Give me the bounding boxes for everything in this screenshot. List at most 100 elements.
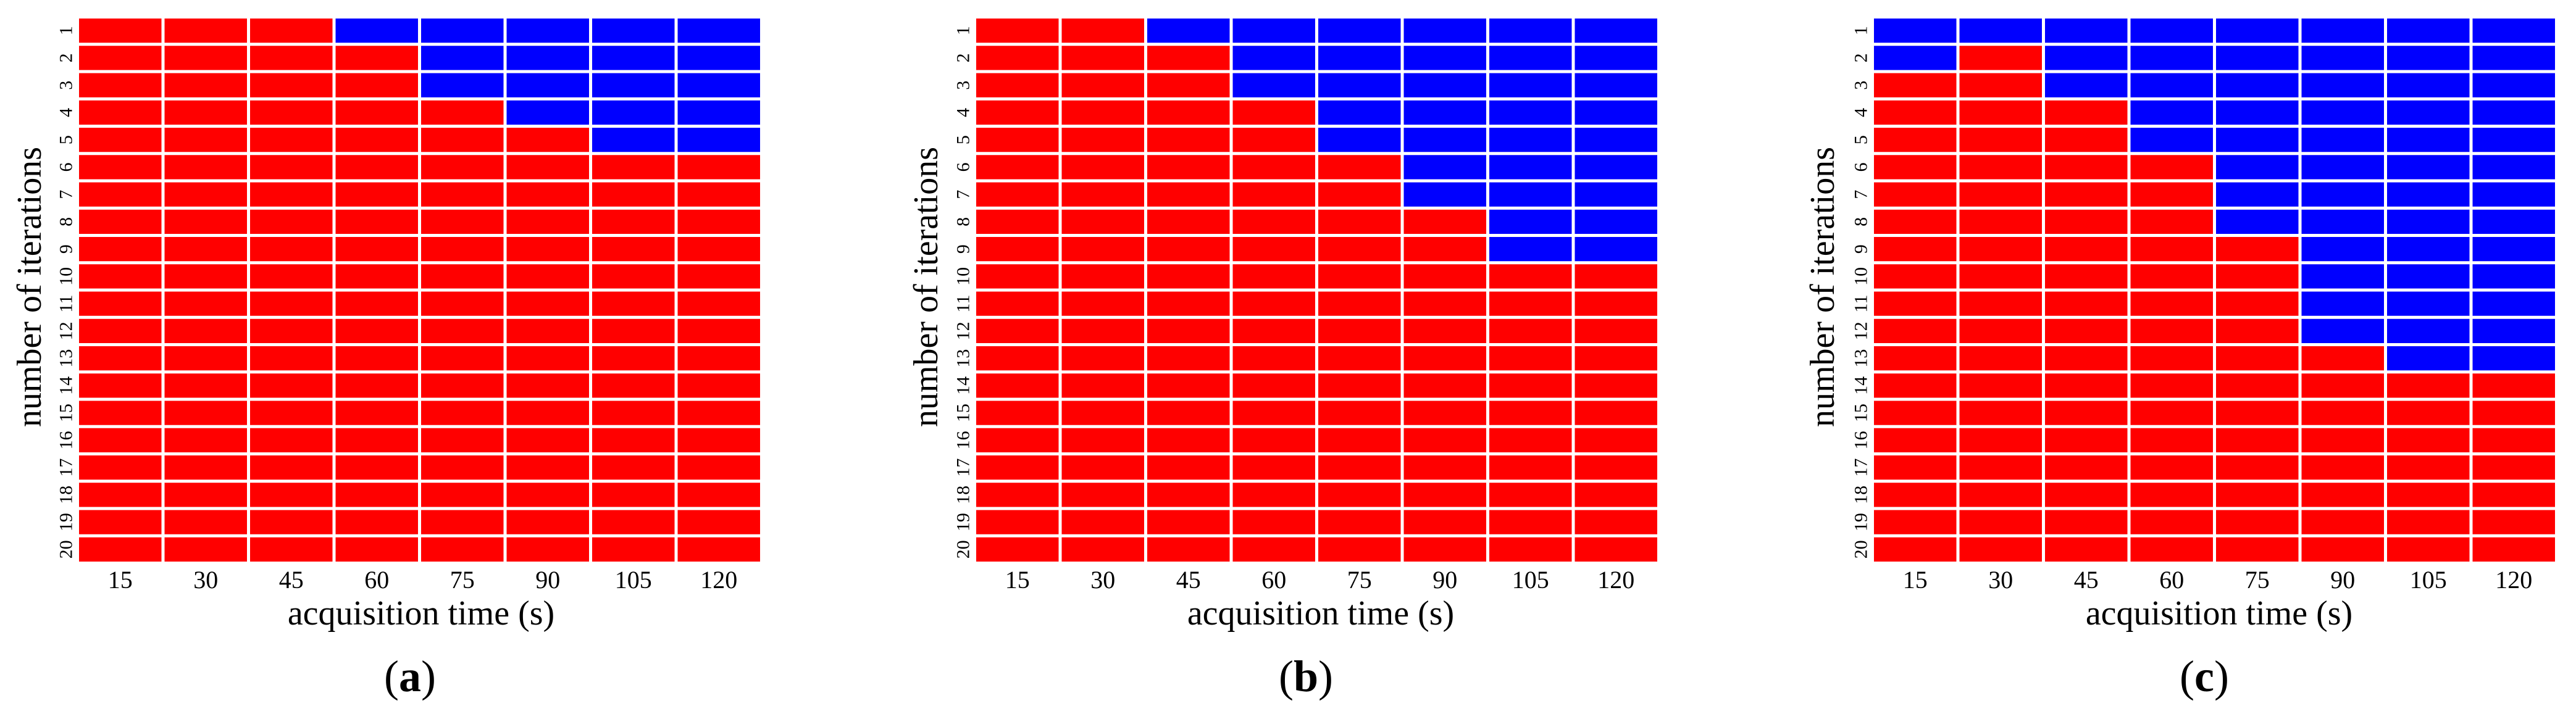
cell-b-t120-i3 — [1574, 73, 1657, 98]
cell-c-t90-i7 — [2301, 182, 2384, 207]
y-tick-a-4: 4 — [56, 108, 77, 117]
cell-b-t60-i10 — [1232, 264, 1315, 289]
cell-b-t75-i2 — [1318, 46, 1401, 70]
cell-b-t90-i8 — [1403, 209, 1486, 234]
cell-c-t75-i2 — [2216, 46, 2299, 70]
cell-a-t120-i11 — [677, 291, 760, 316]
x-axis-label-c: acquisition time (s) — [2086, 594, 2352, 633]
cell-c-t105-i20 — [2387, 537, 2470, 562]
cell-a-t30-i14 — [164, 373, 247, 398]
cell-b-t15-i13 — [976, 346, 1059, 371]
cell-a-t90-i17 — [506, 455, 589, 480]
cell-a-t60-i7 — [335, 182, 418, 207]
cell-a-t30-i2 — [164, 46, 247, 70]
cell-b-t120-i6 — [1574, 155, 1657, 180]
cell-a-t45-i13 — [250, 346, 333, 371]
y-tick-a-5: 5 — [56, 135, 77, 144]
cell-b-t15-i11 — [976, 291, 1059, 316]
cell-a-t90-i20 — [506, 537, 589, 562]
panel-label-c: (c) — [2180, 652, 2229, 701]
cell-a-t90-i1 — [506, 19, 589, 43]
cell-a-t45-i7 — [250, 182, 333, 207]
cell-b-t30-i1 — [1061, 19, 1144, 43]
cell-a-t105-i6 — [592, 155, 675, 180]
cell-a-t30-i6 — [164, 155, 247, 180]
cell-a-t15-i9 — [79, 237, 162, 262]
cell-c-t45-i18 — [2045, 483, 2128, 507]
cell-c-t120-i5 — [2472, 128, 2555, 152]
y-tick-c-1: 1 — [1851, 26, 1871, 35]
cell-c-t30-i8 — [1959, 209, 2042, 234]
cell-c-t90-i8 — [2301, 209, 2384, 234]
cell-c-t30-i1 — [1959, 19, 2042, 43]
cell-c-t60-i14 — [2130, 373, 2213, 398]
cell-b-t15-i17 — [976, 455, 1059, 480]
cell-c-t15-i16 — [1874, 428, 1957, 452]
cell-b-t75-i11 — [1318, 291, 1401, 316]
cell-a-t120-i8 — [677, 209, 760, 234]
cell-b-t45-i14 — [1147, 373, 1230, 398]
cell-b-t45-i4 — [1147, 100, 1230, 125]
cell-b-t90-i7 — [1403, 182, 1486, 207]
cell-a-t30-i16 — [164, 428, 247, 452]
cell-c-t15-i2 — [1874, 46, 1957, 70]
cell-b-t45-i3 — [1147, 73, 1230, 98]
y-tick-a-9: 9 — [56, 244, 77, 254]
cell-b-t75-i5 — [1318, 128, 1401, 152]
cell-a-t60-i18 — [335, 483, 418, 507]
cell-c-t15-i4 — [1874, 100, 1957, 125]
cell-a-t30-i11 — [164, 291, 247, 316]
cell-b-t45-i9 — [1147, 237, 1230, 262]
y-tick-a-19: 19 — [56, 513, 77, 531]
cell-a-t30-i12 — [164, 318, 247, 343]
cell-a-t105-i2 — [592, 46, 675, 70]
cell-a-t15-i3 — [79, 73, 162, 98]
cell-a-t120-i13 — [677, 346, 760, 371]
cell-a-t45-i15 — [250, 401, 333, 425]
y-tick-b-10: 10 — [953, 267, 974, 286]
cell-a-t15-i8 — [79, 209, 162, 234]
cell-a-t15-i13 — [79, 346, 162, 371]
cell-b-t15-i1 — [976, 19, 1059, 43]
cell-b-t105-i1 — [1489, 19, 1572, 43]
cell-a-t45-i3 — [250, 73, 333, 98]
cell-b-t30-i17 — [1061, 455, 1144, 480]
cell-b-t90-i15 — [1403, 401, 1486, 425]
y-tick-c-3: 3 — [1851, 81, 1871, 90]
cell-c-t30-i5 — [1959, 128, 2042, 152]
y-tick-b-16: 16 — [953, 431, 974, 449]
y-tick-a-7: 7 — [56, 190, 77, 199]
cell-b-t105-i5 — [1489, 128, 1572, 152]
cell-b-t105-i19 — [1489, 510, 1572, 534]
y-tick-c-10: 10 — [1851, 267, 1871, 286]
x-tick-b-45: 45 — [1176, 566, 1201, 594]
cell-b-t75-i3 — [1318, 73, 1401, 98]
cell-b-t60-i7 — [1232, 182, 1315, 207]
cell-a-t90-i6 — [506, 155, 589, 180]
cell-a-t45-i20 — [250, 537, 333, 562]
cell-c-t120-i9 — [2472, 237, 2555, 262]
y-tick-a-1: 1 — [56, 26, 77, 35]
cell-a-t120-i1 — [677, 19, 760, 43]
cell-b-t105-i4 — [1489, 100, 1572, 125]
cell-a-t45-i18 — [250, 483, 333, 507]
cell-b-t120-i12 — [1574, 318, 1657, 343]
cell-c-t120-i16 — [2472, 428, 2555, 452]
cell-c-t120-i1 — [2472, 19, 2555, 43]
y-tick-b-5: 5 — [953, 135, 974, 144]
y-tick-b-6: 6 — [953, 162, 974, 172]
cell-b-t90-i11 — [1403, 291, 1486, 316]
cell-b-t105-i17 — [1489, 455, 1572, 480]
cell-b-t90-i6 — [1403, 155, 1486, 180]
cell-a-t15-i20 — [79, 537, 162, 562]
cell-c-t45-i1 — [2045, 19, 2128, 43]
y-tick-b-11: 11 — [953, 295, 974, 313]
cell-c-t15-i7 — [1874, 182, 1957, 207]
cell-b-t30-i2 — [1061, 46, 1144, 70]
cell-a-t120-i17 — [677, 455, 760, 480]
cell-b-t75-i1 — [1318, 19, 1401, 43]
cell-a-t120-i7 — [677, 182, 760, 207]
cell-a-t15-i4 — [79, 100, 162, 125]
cell-a-t45-i12 — [250, 318, 333, 343]
